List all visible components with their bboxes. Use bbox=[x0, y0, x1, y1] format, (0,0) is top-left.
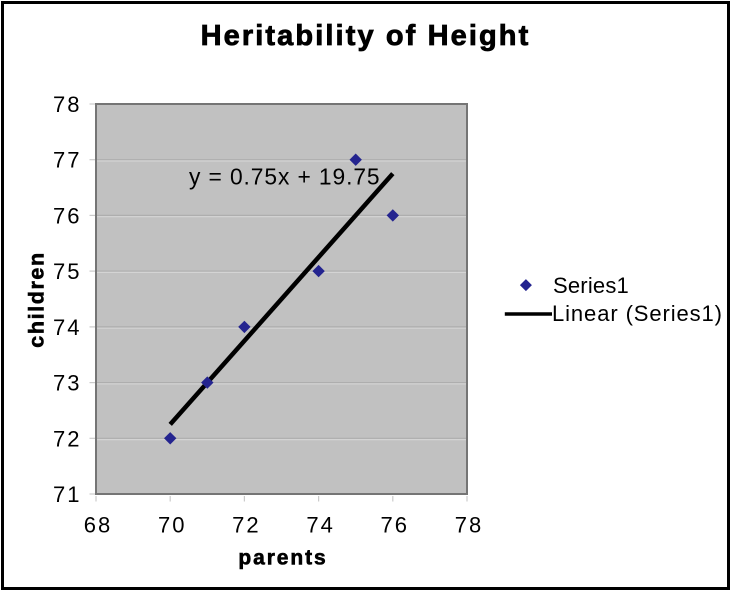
svg-text:children: children bbox=[25, 251, 49, 347]
svg-text:y = 0.75x + 19.75: y = 0.75x + 19.75 bbox=[189, 163, 380, 189]
svg-text:78: 78 bbox=[455, 512, 483, 537]
svg-text:76: 76 bbox=[53, 203, 81, 228]
svg-text:74: 74 bbox=[306, 512, 334, 537]
svg-text:68: 68 bbox=[84, 512, 112, 537]
svg-text:76: 76 bbox=[381, 512, 409, 537]
svg-text:71: 71 bbox=[53, 482, 81, 507]
svg-text:Heritability of Height: Heritability of Height bbox=[201, 20, 531, 52]
svg-text:72: 72 bbox=[53, 426, 81, 451]
svg-text:73: 73 bbox=[53, 371, 81, 396]
svg-text:Linear (Series1): Linear (Series1) bbox=[552, 301, 723, 326]
svg-text:70: 70 bbox=[158, 512, 186, 537]
svg-text:75: 75 bbox=[53, 259, 81, 284]
svg-text:78: 78 bbox=[53, 92, 81, 117]
svg-text:74: 74 bbox=[53, 315, 81, 340]
svg-text:77: 77 bbox=[53, 148, 81, 173]
svg-text:Series1: Series1 bbox=[553, 273, 629, 298]
svg-text:parents: parents bbox=[238, 547, 327, 570]
svg-text:72: 72 bbox=[232, 512, 260, 537]
